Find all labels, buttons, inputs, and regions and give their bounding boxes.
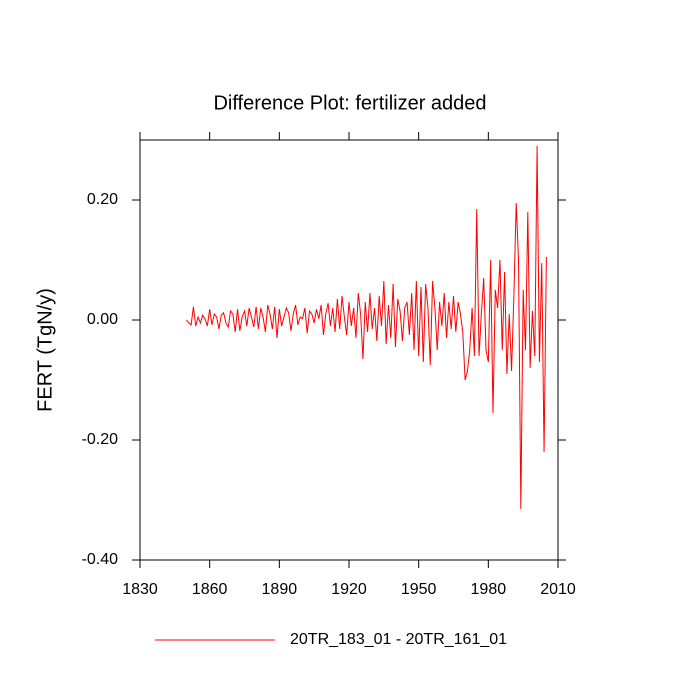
x-tick-label: 1950 [401, 581, 437, 598]
chart-title: Difference Plot: fertilizer added [213, 92, 486, 114]
x-tick-label: 1830 [122, 581, 158, 598]
x-tick-label: 1980 [471, 581, 507, 598]
legend-label: 20TR_183_01 - 20TR_161_01 [290, 631, 507, 648]
y-tick-label: 0.20 [87, 191, 118, 208]
x-tick-label: 2010 [540, 581, 576, 598]
x-tick-label: 1920 [331, 581, 367, 598]
x-tick-label: 1860 [192, 581, 228, 598]
y-tick-label: 0.00 [87, 311, 118, 328]
y-tick-label: -0.40 [82, 551, 119, 568]
y-axis-label: FERT (TgN/y) [34, 288, 56, 412]
plot-frame [139, 139, 559, 561]
y-tick-label: -0.20 [82, 431, 119, 448]
data-line [186, 145, 547, 510]
x-tick-label: 1890 [262, 581, 298, 598]
